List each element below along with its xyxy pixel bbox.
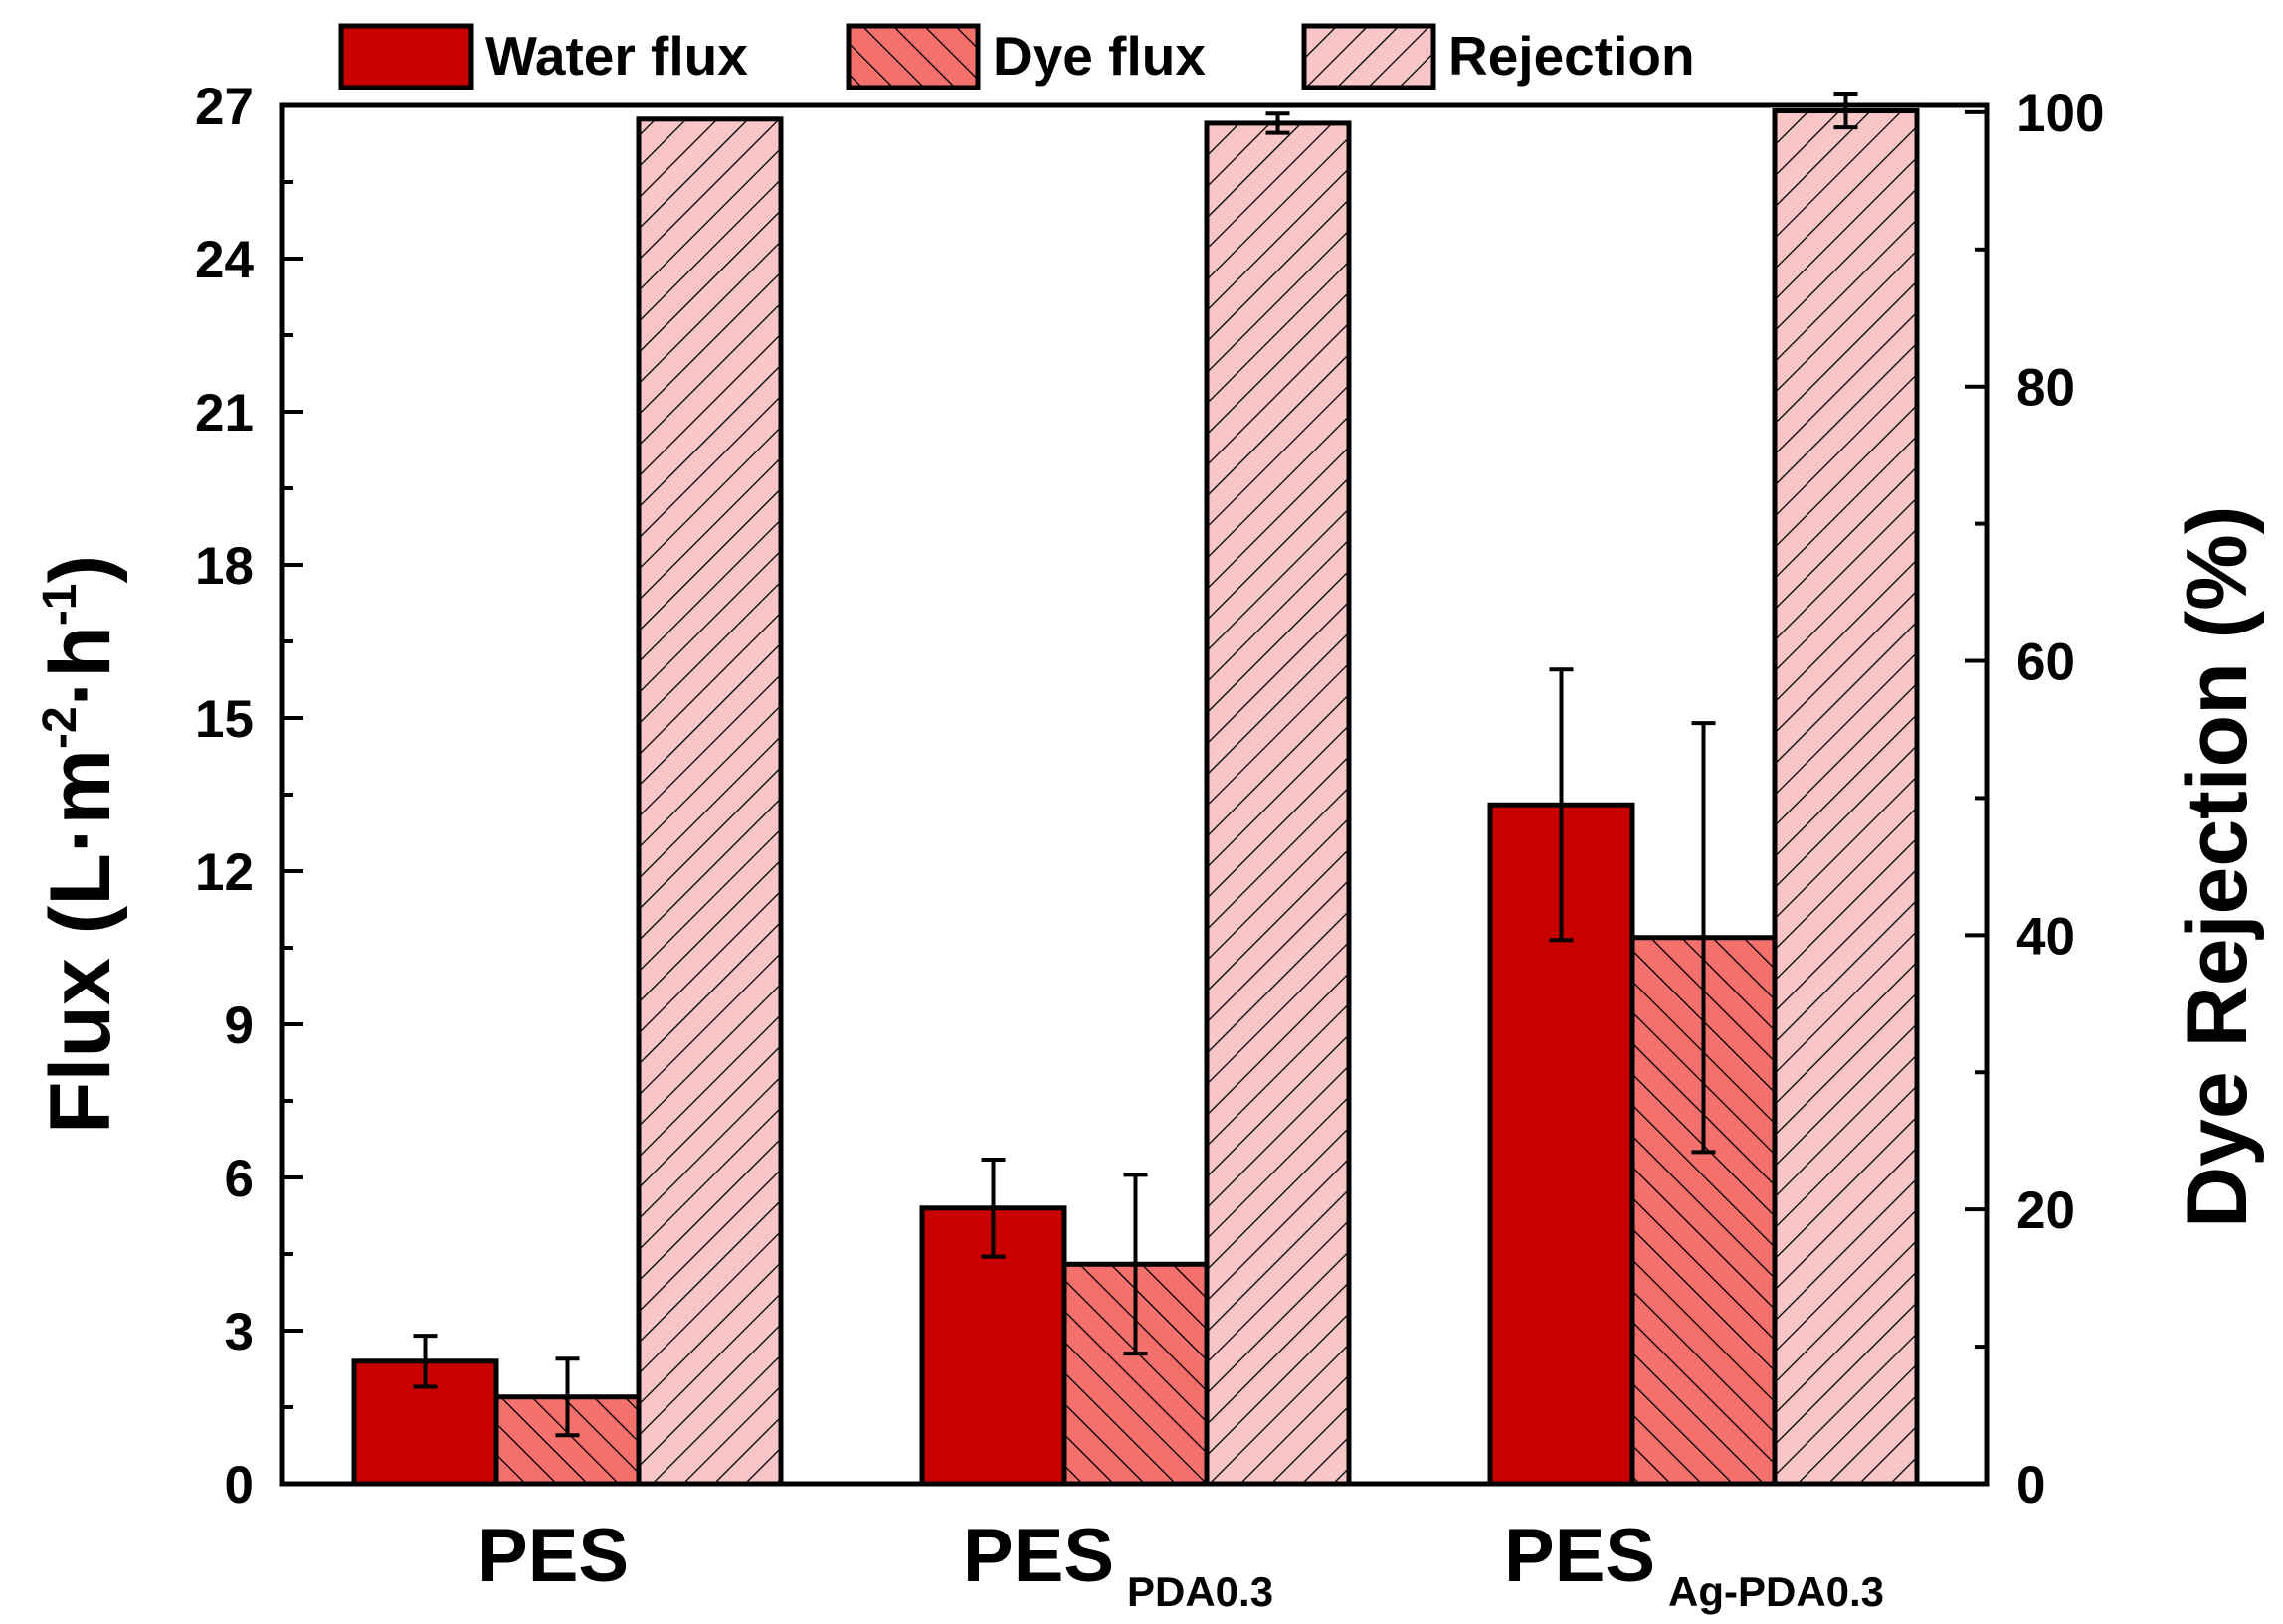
right-axis: 0 20 40 60 80 100 xyxy=(1965,85,2104,1515)
legend-swatch-rejection xyxy=(1301,23,1436,90)
legend-item-water-flux: Water flux xyxy=(338,23,748,90)
error-bars-layer xyxy=(413,91,1858,1438)
error-bar-rejection-1 xyxy=(1265,111,1290,135)
category-label-main: PES xyxy=(477,1514,629,1598)
y-left-title-main: Flux (L·m xyxy=(33,749,128,1134)
y-left-tick-label: 27 xyxy=(195,78,254,136)
y-left-tick-label: 3 xyxy=(225,1303,254,1361)
y-left-tick-label: 18 xyxy=(195,537,254,596)
legend-swatch-water-flux xyxy=(338,23,474,90)
y-right-tick-label: 80 xyxy=(2016,359,2075,418)
y-right-tick-label: 60 xyxy=(2016,633,2075,692)
y-left-tick-label: 15 xyxy=(195,690,254,749)
category-label-main: PES xyxy=(1504,1514,1655,1598)
y-left-title-sup2: -1 xyxy=(34,583,87,626)
error-bar-water-flux-2 xyxy=(1549,667,1574,943)
error-bar-dye-flux-2 xyxy=(1691,721,1716,1155)
y-left-tick-label: 9 xyxy=(225,996,254,1055)
category-label-subscript: Ag-PDA0.3 xyxy=(1668,1568,1884,1615)
legend-item-dye-flux: Dye flux xyxy=(846,23,1206,90)
error-bar-water-flux-1 xyxy=(981,1158,1006,1259)
y-left-title-end: ) xyxy=(33,555,128,584)
legend-label-rejection: Rejection xyxy=(1448,25,1695,87)
bar-rejection-2 xyxy=(1772,108,1920,1487)
legend-swatch-dye-flux xyxy=(846,23,981,90)
legend: Water flux Dye flux Rejection xyxy=(338,23,1695,90)
error-bar-dye-flux-0 xyxy=(555,1356,580,1438)
category-label-0: PES xyxy=(477,1514,629,1598)
y-right-tick-label: 100 xyxy=(2016,85,2104,143)
y-right-tick-label: 0 xyxy=(2016,1456,2045,1515)
y-left-title-mid: ·h xyxy=(33,626,128,706)
category-label-subscript: PDA0.3 xyxy=(1127,1568,1273,1615)
bar-rejection-0 xyxy=(636,116,784,1487)
legend-label-water-flux: Water flux xyxy=(485,25,748,87)
y-right-tick-label: 20 xyxy=(2016,1181,2075,1240)
category-labels: PES PES PDA0.3 PES Ag-PDA0.3 xyxy=(477,1514,1884,1615)
category-label-main: PES xyxy=(963,1514,1114,1598)
y-left-tick-label: 0 xyxy=(225,1456,254,1515)
left-axis: 0 3 6 9 12 15 18 21 24 27 xyxy=(195,78,303,1515)
y-right-tick-label: 40 xyxy=(2016,907,2075,966)
y-left-tick-label: 24 xyxy=(195,231,254,289)
error-bar-rejection-2 xyxy=(1833,91,1858,130)
y-left-axis-title: Flux (L·m-2·h-1) xyxy=(33,555,128,1134)
y-left-title-sup1: -2 xyxy=(34,706,87,749)
category-label-2: PES Ag-PDA0.3 xyxy=(1504,1514,1884,1615)
legend-item-rejection: Rejection xyxy=(1301,23,1695,90)
y-left-tick-label: 21 xyxy=(195,384,254,443)
y-left-tick-label: 12 xyxy=(195,843,254,902)
category-label-1: PES PDA0.3 xyxy=(963,1514,1273,1615)
bar-rejection-1 xyxy=(1204,120,1352,1487)
error-bar-dye-flux-1 xyxy=(1123,1173,1148,1356)
y-left-tick-label: 6 xyxy=(225,1150,254,1208)
legend-label-dye-flux: Dye flux xyxy=(993,25,1206,87)
error-bar-water-flux-0 xyxy=(413,1334,438,1389)
y-right-axis-title: Dye Rejection (%) xyxy=(2170,506,2265,1228)
